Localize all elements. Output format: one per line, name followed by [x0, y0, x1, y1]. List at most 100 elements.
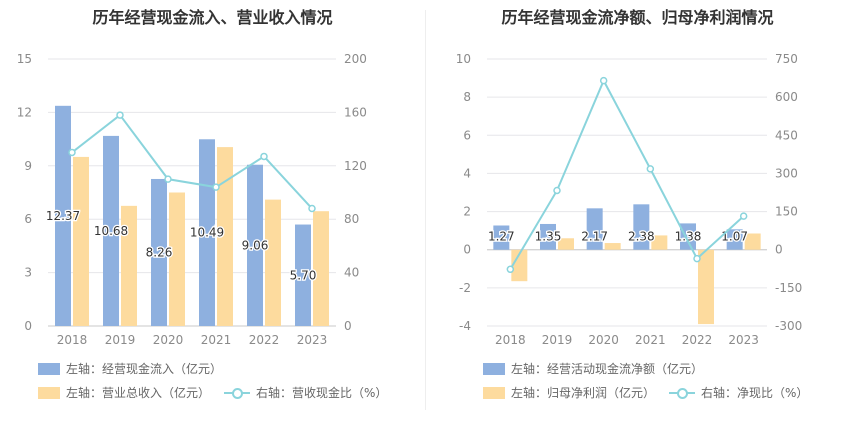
chart-canvas: 0 3 6 9 12 15 0 40 80 120 160 200 12.37 10.68 8.26 10.4… — [17, 52, 367, 347]
bar-yellow — [169, 192, 185, 326]
legend-label: 左轴：营业总收入（亿元） — [66, 386, 211, 400]
x-tick-label: 2018 — [495, 333, 526, 347]
chart-panel-net-cash: 历年经营现金流净额、归母净利润情况 -4 -2 0 2 4 6 8 10 -300 -150 0 15… — [425, 0, 850, 437]
ratio-point — [116, 111, 124, 119]
bar-yellow — [265, 199, 281, 326]
x-tick-label: 2020 — [588, 333, 619, 347]
bar-blue — [103, 135, 119, 326]
y-left-tick-label: 3 — [24, 266, 32, 280]
bar-yellow — [698, 249, 714, 325]
bar-value-label: 2.17 — [581, 229, 608, 243]
y-left-tick-label: 12 — [17, 105, 32, 119]
ratio-line — [509, 78, 745, 270]
y-right-tick-label: 160 — [344, 105, 367, 119]
bar-value-label: 1.35 — [535, 229, 562, 243]
legend-item-net-profit[interactable]: 左轴：归母净利润（亿元） — [483, 384, 655, 401]
legend-swatch-blue — [483, 362, 505, 375]
bar-value-label: 12.37 — [46, 209, 80, 223]
legend-label: 左轴：归母净利润（亿元） — [511, 386, 656, 400]
x-tick-label: 2023 — [728, 333, 759, 347]
legend-line-icon — [669, 387, 696, 399]
x-tick-label: 2019 — [542, 333, 573, 347]
ratio-point — [68, 148, 76, 157]
y-left-tick-label: -2 — [459, 281, 471, 295]
legend-swatch-yellow — [483, 386, 505, 399]
bar-blue — [586, 208, 603, 250]
bar-value-label: 9.06 — [242, 238, 269, 252]
ratio-point — [308, 204, 316, 213]
y-right-tick-label: 40 — [344, 266, 359, 280]
bar-blue — [680, 223, 696, 250]
panel-divider — [425, 10, 426, 410]
bar-yellow — [744, 233, 761, 250]
legend-item-cash-ratio[interactable]: 右轴：营收现金比（%） — [224, 384, 387, 401]
chart-panel-cash-inflow: 历年经营现金流入、营业收入情况 0 3 6 9 12 15 0 40 80 120 160 200 12… — [17, 8, 401, 401]
bar-blue — [493, 225, 510, 250]
legend-swatch-yellow — [38, 386, 60, 399]
legend-line-icon — [224, 387, 251, 399]
y-left-tick-label: 8 — [463, 90, 471, 104]
bar-yellow — [313, 211, 329, 326]
ratio-line — [71, 113, 313, 210]
chart-canvas: -4 -2 0 2 4 6 8 10 -300 -150 0 150 300 450 600 750 1.27 1… — [456, 52, 803, 347]
bar-blue — [55, 105, 71, 327]
bar-blue — [633, 204, 650, 250]
y-left-tick-label: 9 — [24, 159, 32, 173]
ratio-point — [646, 165, 655, 173]
bar-yellow — [558, 238, 574, 250]
chart-title: 历年经营现金流净额、归母净利润情况 — [501, 8, 774, 27]
legend-item-cash-inflow[interactable]: 左轴：经营现金流入（亿元） — [38, 360, 222, 377]
y-right-tick-label: 150 — [775, 205, 798, 219]
y-right-tick-label: 600 — [775, 90, 798, 104]
y-right-tick-label: -300 — [775, 319, 802, 333]
chart-title: 历年经营现金流入、营业收入情况 — [92, 8, 333, 27]
y-right-tick-label: -150 — [775, 281, 802, 295]
y-left-tick-label: -4 — [459, 319, 471, 333]
ratio-point — [506, 265, 515, 274]
legend-label: 左轴：经营活动现金流净额（亿元） — [511, 362, 704, 376]
legend-item-net-cash-ratio[interactable]: 右轴：净现比（%） — [669, 384, 808, 401]
x-tick-label: 2021 — [201, 333, 232, 347]
bar-value-label: 1.27 — [488, 229, 515, 243]
ratio-point — [739, 212, 748, 220]
bar-yellow — [217, 147, 233, 326]
legend-row-1: 左轴：经营现金流入（亿元） — [38, 360, 236, 377]
bar-yellow — [121, 205, 137, 326]
x-tick-label: 2019 — [105, 333, 136, 347]
y-right-tick-label: 750 — [775, 52, 798, 66]
y-left-tick-label: 4 — [463, 166, 471, 180]
x-tick-label: 2018 — [57, 333, 88, 347]
y-left-tick-label: 2 — [463, 205, 471, 219]
legend-row-1: 左轴：经营活动现金流净额（亿元） — [483, 360, 717, 377]
y-right-tick-label: 200 — [344, 52, 367, 66]
ratio-point — [212, 183, 220, 191]
legend-row-2: 左轴：营业总收入（亿元） 右轴：营收现金比（%） — [38, 384, 401, 401]
bar-yellow — [651, 235, 668, 250]
y-right-tick-label: 450 — [775, 128, 798, 142]
y-left-tick-label: 15 — [17, 52, 32, 66]
bar-value-label: 10.68 — [94, 224, 128, 238]
bar-value-label: 2.38 — [628, 229, 655, 243]
bar-value-label: 1.38 — [675, 229, 702, 243]
x-tick-label: 2021 — [635, 333, 666, 347]
legend-item-revenue[interactable]: 左轴：营业总收入（亿元） — [38, 384, 210, 401]
bar-value-label: 1.07 — [721, 229, 748, 243]
ratio-point — [260, 152, 268, 161]
y-left-tick-label: 10 — [456, 52, 471, 66]
y-right-tick-label: 300 — [775, 166, 798, 180]
legend-label: 右轴：营收现金比（%） — [256, 386, 388, 400]
y-left-tick-label: 6 — [463, 128, 471, 142]
y-left-tick-label: 0 — [24, 319, 32, 333]
legend-label: 右轴：净现比（%） — [701, 386, 809, 400]
y-right-tick-label: 0 — [344, 319, 352, 333]
bar-value-label: 8.26 — [146, 245, 173, 259]
y-right-tick-label: 80 — [344, 212, 359, 226]
bar-yellow — [604, 243, 621, 250]
legend-swatch-blue — [38, 362, 60, 375]
x-tick-label: 2022 — [682, 333, 713, 347]
legend-label: 左轴：经营现金流入（亿元） — [66, 362, 223, 376]
x-tick-label: 2020 — [153, 333, 184, 347]
bar-blue — [726, 229, 743, 250]
legend-row-2: 左轴：归母净利润（亿元） 右轴：净现比（%） — [483, 384, 822, 401]
legend-item-net-cash[interactable]: 左轴：经营活动现金流净额（亿元） — [483, 360, 703, 377]
